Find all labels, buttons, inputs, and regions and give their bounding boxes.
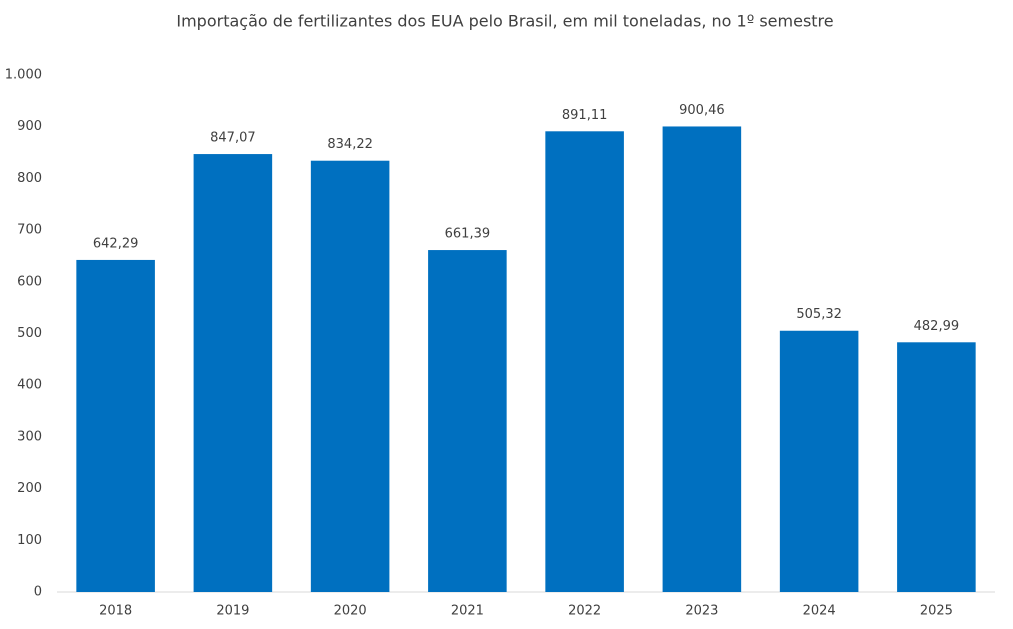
bar [428,250,507,592]
bar [662,126,742,592]
x-tick-label: 2020 [334,604,367,619]
data-label: 891,11 [562,108,608,123]
bar [897,342,976,592]
bar [545,131,624,592]
data-label: 834,22 [327,137,373,152]
y-tick-label: 400 [17,378,42,393]
y-tick-label: 600 [17,274,42,289]
y-tick-label: 700 [17,223,42,238]
data-label: 661,39 [445,227,491,242]
bar [779,330,859,592]
data-label: 482,99 [914,319,960,334]
bar [193,154,273,592]
x-tick-label: 2024 [803,604,836,619]
data-label: 900,46 [679,103,725,118]
y-tick-label: 0 [34,585,42,600]
x-tick-label: 2021 [451,604,484,619]
y-tick-label: 300 [17,429,42,444]
y-tick-label: 800 [17,171,42,186]
bar [76,259,155,592]
y-tick-label: 900 [17,119,42,134]
x-tick-label: 2019 [216,604,249,619]
x-tick-label: 2025 [920,604,953,619]
y-tick-label: 1.000 [5,68,42,83]
data-label: 505,32 [796,307,842,322]
data-label: 847,07 [210,131,256,146]
x-tick-label: 2018 [99,604,132,619]
x-tick-label: 2023 [685,604,718,619]
x-tick-label: 2022 [568,604,601,619]
y-tick-label: 500 [17,326,42,341]
chart-title: Importação de fertilizantes dos EUA pelo… [176,12,833,31]
bar [310,160,390,593]
y-tick-label: 100 [17,533,42,548]
y-tick-label: 200 [17,481,42,496]
data-label: 642,29 [93,236,139,251]
